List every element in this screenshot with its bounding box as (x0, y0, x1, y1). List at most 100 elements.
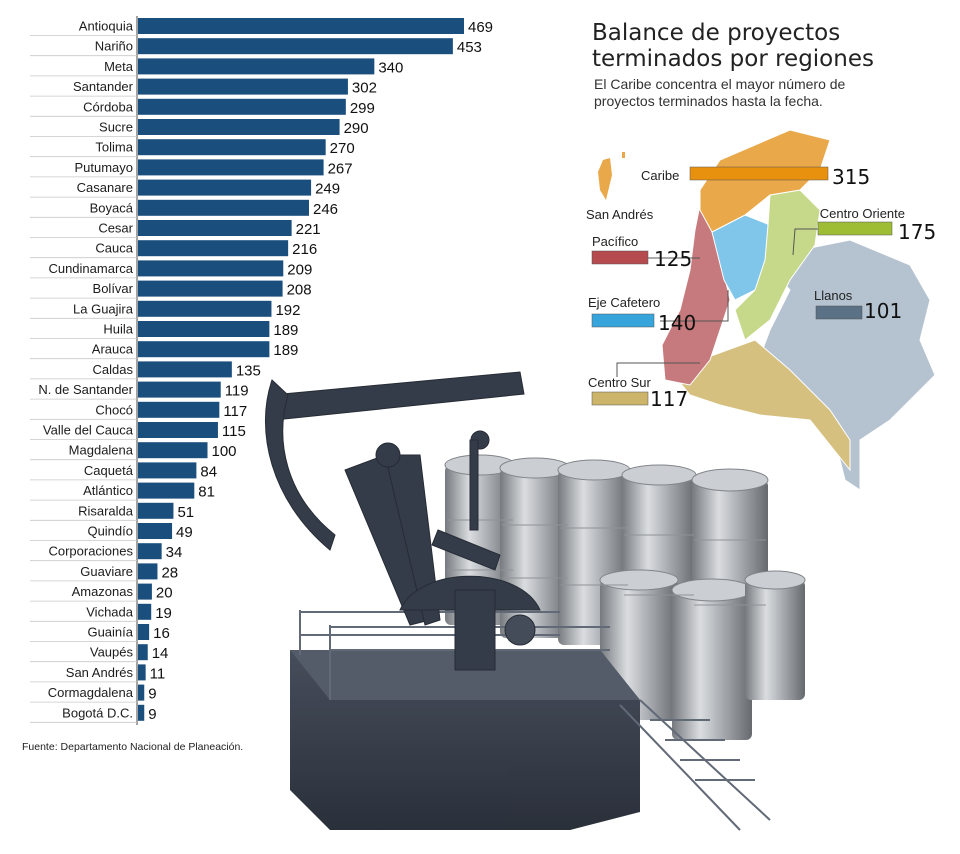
bar-value-label: 208 (287, 282, 312, 299)
bar-category-label: Putumayo (74, 160, 133, 175)
bar-category-label: Arauca (92, 342, 134, 357)
bar-value-label: 14 (152, 645, 169, 662)
pump-base (290, 610, 771, 831)
bar (138, 482, 195, 499)
bar-value-label: 216 (292, 241, 317, 258)
bar (138, 462, 197, 479)
region-bar-pacifico (591, 250, 649, 265)
bar-value-label: 299 (350, 100, 375, 117)
bar-category-label: Vichada (86, 604, 134, 619)
bar-category-label: Nariño (95, 39, 133, 54)
region-label-centro-oriente: Centro Oriente (820, 206, 905, 221)
bar (138, 300, 272, 317)
title-line-2: terminados por regiones (592, 46, 874, 72)
bar-category-label: Quindío (87, 524, 133, 539)
region-bar-eje-cafetero (591, 313, 655, 328)
region-bar-llanos (815, 305, 863, 320)
bar (138, 78, 348, 95)
bar (138, 684, 145, 701)
bar-category-label: Córdoba (83, 99, 134, 114)
region-label-centro-sur: Centro Sur (588, 375, 652, 390)
bar (138, 199, 309, 216)
bar-category-label: Sucre (99, 120, 133, 135)
bar-category-label: Bolívar (93, 281, 134, 296)
bar-value-label: 11 (150, 665, 166, 682)
region-value-llanos: 101 (864, 299, 902, 323)
bar-value-label: 290 (344, 120, 369, 137)
bar-value-label: 84 (200, 463, 217, 480)
bar (138, 583, 152, 600)
bar-value-label: 100 (212, 443, 237, 460)
bar-category-label: Cormagdalena (48, 685, 134, 700)
bar-category-label: Meta (104, 59, 134, 74)
page-title: Balance de proyectos terminados por regi… (592, 20, 932, 72)
bar-category-label: Risaralda (78, 503, 134, 518)
bar-category-label: Santander (73, 79, 134, 94)
bar-value-label: 51 (177, 504, 194, 521)
bar-value-label: 189 (273, 322, 298, 339)
bar-value-label: 221 (296, 221, 321, 238)
map-island-label: San Andrés (586, 207, 654, 222)
bar-value-label: 117 (223, 403, 247, 420)
bar (138, 179, 312, 196)
bar-value-label: 249 (315, 181, 340, 198)
bar-value-label: 267 (328, 160, 353, 177)
bar (138, 240, 289, 257)
bar-category-label: Huila (103, 322, 133, 337)
region-value-eje-cafetero: 140 (658, 311, 696, 335)
bar (138, 18, 464, 34)
region-label-llanos: Llanos (814, 288, 853, 303)
bar (138, 159, 324, 176)
map-san-andres-island (598, 158, 612, 200)
bar-value-label: 19 (155, 605, 172, 622)
bar (138, 260, 284, 277)
bar-category-label: Antioquia (79, 19, 134, 34)
bar-category-label: Casanare (77, 180, 133, 195)
bar-value-label: 115 (222, 423, 246, 440)
bar-value-label: 49 (176, 524, 193, 541)
region-label-caribe: Caribe (641, 168, 679, 183)
bar (138, 98, 346, 115)
page-subtitle: El Caribe concentra el mayor número de p… (594, 76, 846, 109)
bar-value-label: 119 (225, 383, 249, 400)
bar-category-label: Atlántico (83, 483, 133, 498)
bar (138, 502, 174, 519)
bar-category-label: Cundinamarca (48, 261, 133, 276)
bar-value-label: 9 (148, 706, 156, 723)
bar (138, 381, 221, 398)
bar-category-label: Caquetá (84, 463, 134, 478)
bar-value-label: 34 (166, 544, 183, 561)
bar (138, 523, 173, 539)
bar (138, 341, 270, 358)
bar (138, 543, 162, 560)
bar (138, 624, 150, 640)
map-region-centro-sur (669, 339, 851, 472)
map-region-centro-oriente (734, 189, 821, 341)
projects-by-department-chart: Antioquia 469 Nariño 453 Meta 340 Santander 302… (30, 16, 493, 725)
pump-jack (264, 371, 541, 671)
bar-value-label: 469 (468, 19, 493, 36)
bar-value-label: 28 (161, 564, 178, 581)
region-value-pacifico: 125 (654, 247, 692, 271)
bar (138, 119, 340, 135)
bar-value-label: 20 (156, 585, 173, 602)
map-providencia-island (622, 152, 625, 158)
bar-value-label: 453 (457, 39, 482, 56)
bar (138, 664, 146, 681)
bar-value-label: 135 (236, 362, 261, 379)
bar (138, 401, 220, 418)
oil-pump-illustration (264, 371, 806, 831)
bar (138, 442, 208, 459)
bar (138, 321, 270, 337)
bar-category-label: Corporaciones (48, 544, 133, 559)
title-line-1: Balance de proyectos (592, 20, 841, 46)
bar (138, 704, 145, 721)
bar-value-label: 270 (330, 140, 355, 157)
bar-category-label: Vaupés (90, 645, 134, 660)
bar-category-label: Magdalena (69, 443, 134, 458)
bar-category-label: Tolima (95, 140, 133, 155)
bar (138, 422, 218, 438)
region-bar-caribe (689, 166, 829, 181)
